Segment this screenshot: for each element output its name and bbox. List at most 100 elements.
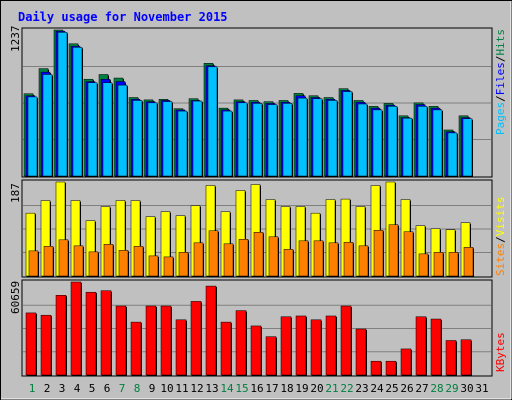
bar-kbytes-day-7 — [115, 305, 127, 376]
bar-pages-day-30 — [462, 118, 473, 177]
bar-sites-day-29 — [448, 252, 459, 277]
bar-kbytes-day-4 — [70, 281, 82, 376]
bar-pages-day-18 — [282, 103, 293, 177]
panel1-legend: Pages/Files/Hits — [494, 29, 507, 135]
bar-pages-day-10 — [162, 101, 173, 177]
bar-pages-day-14 — [222, 110, 233, 177]
bar-kbytes-day-9 — [145, 305, 157, 376]
x-label-day-3: 3 — [59, 382, 66, 395]
bar-kbytes-day-28 — [430, 318, 442, 376]
bar-kbytes-day-16 — [250, 325, 262, 376]
x-label-day-8: 8 — [134, 382, 141, 395]
x-label-day-24: 24 — [370, 382, 384, 395]
bar-kbytes-day-25 — [385, 360, 397, 376]
bar-pages-day-1 — [27, 96, 38, 177]
bar-pages-day-7 — [117, 84, 128, 177]
bar-kbytes-day-3 — [55, 295, 67, 376]
bar-kbytes-day-15 — [235, 310, 247, 376]
bar-kbytes-day-6 — [100, 290, 112, 376]
bar-kbytes-day-24 — [370, 360, 382, 376]
x-label-day-10: 10 — [160, 382, 173, 395]
bar-kbytes-day-2 — [40, 314, 52, 376]
bar-kbytes-day-13 — [205, 285, 217, 376]
bar-pages-day-19 — [297, 97, 308, 177]
bar-pages-day-2 — [42, 74, 53, 177]
panel2-legend: Sites/Visits — [494, 197, 507, 277]
x-label-day-25: 25 — [385, 382, 398, 395]
bar-sites-day-25 — [388, 224, 399, 277]
bar-pages-day-3 — [57, 32, 68, 177]
bar-sites-day-3 — [58, 239, 69, 277]
x-label-day-18: 18 — [280, 382, 293, 395]
bar-sites-day-1 — [28, 250, 39, 277]
bar-pages-day-22 — [342, 91, 353, 177]
bar-sites-day-21 — [328, 242, 339, 277]
bar-kbytes-day-5 — [85, 291, 97, 376]
bar-sites-day-11 — [178, 252, 189, 277]
legend-hits: Hits — [494, 29, 507, 56]
legend-visits: Visits — [494, 197, 507, 237]
bar-sites-day-6 — [103, 244, 114, 277]
x-label-day-23: 23 — [355, 382, 368, 395]
x-label-day-12: 12 — [190, 382, 203, 395]
bar-pages-day-12 — [192, 100, 203, 177]
bar-pages-day-27 — [417, 106, 428, 177]
bar-pages-day-16 — [252, 103, 263, 177]
bar-sites-day-18 — [283, 249, 294, 277]
bar-pages-day-8 — [132, 100, 143, 177]
bar-pages-day-9 — [147, 102, 158, 177]
bar-sites-day-17 — [268, 236, 279, 277]
bar-sites-day-24 — [373, 230, 384, 277]
bar-sites-day-15 — [238, 239, 249, 277]
bar-pages-day-25 — [387, 106, 398, 177]
legend-sites: Sites — [494, 243, 507, 276]
x-label-day-17: 17 — [265, 382, 278, 395]
bar-sites-day-14 — [223, 243, 234, 277]
bar-pages-day-23 — [357, 103, 368, 177]
bar-sites-day-22 — [343, 242, 354, 277]
x-label-day-29: 29 — [445, 382, 458, 395]
bar-kbytes-day-19 — [295, 315, 307, 376]
bar-sites-day-8 — [133, 246, 144, 277]
bar-kbytes-day-22 — [340, 305, 352, 376]
chart-title: Daily usage for November 2015 — [18, 10, 228, 24]
bar-sites-day-19 — [298, 240, 309, 277]
bar-sites-day-4 — [73, 245, 84, 277]
x-label-day-16: 16 — [250, 382, 263, 395]
bar-pages-day-21 — [327, 100, 338, 177]
x-label-day-11: 11 — [175, 382, 188, 395]
x-label-day-6: 6 — [104, 382, 111, 395]
bar-sites-day-7 — [118, 250, 129, 277]
x-label-day-22: 22 — [340, 382, 353, 395]
bar-pages-day-6 — [102, 82, 113, 177]
bar-kbytes-day-26 — [400, 348, 412, 376]
x-label-day-31: 31 — [475, 382, 488, 395]
x-label-day-15: 15 — [235, 382, 248, 395]
bar-sites-day-10 — [163, 256, 174, 277]
x-label-day-1: 1 — [29, 382, 36, 395]
x-label-day-2: 2 — [44, 382, 51, 395]
bar-sites-day-2 — [43, 246, 54, 277]
bar-sites-day-9 — [148, 255, 159, 277]
bar-sites-day-13 — [208, 230, 219, 277]
bar-kbytes-day-14 — [220, 321, 232, 376]
bar-pages-day-29 — [447, 132, 458, 177]
bar-pages-day-17 — [267, 104, 278, 177]
bar-sites-day-5 — [88, 251, 99, 277]
bar-pages-day-20 — [312, 98, 323, 177]
bars — [23, 29, 474, 376]
legend-sep-3: / — [494, 236, 507, 243]
bar-sites-day-26 — [403, 231, 414, 277]
bar-kbytes-day-10 — [160, 305, 172, 376]
bar-sites-day-28 — [433, 252, 444, 277]
bar-pages-day-26 — [402, 117, 413, 177]
legend-kbytes: KBytes — [494, 332, 507, 372]
bar-kbytes-day-18 — [280, 316, 292, 376]
bar-pages-day-11 — [177, 110, 188, 177]
bar-kbytes-day-12 — [190, 301, 202, 376]
x-label-day-26: 26 — [400, 382, 413, 395]
legend-sep-2: / — [494, 56, 507, 63]
bar-kbytes-day-23 — [355, 328, 367, 376]
bar-pages-day-24 — [372, 109, 383, 177]
